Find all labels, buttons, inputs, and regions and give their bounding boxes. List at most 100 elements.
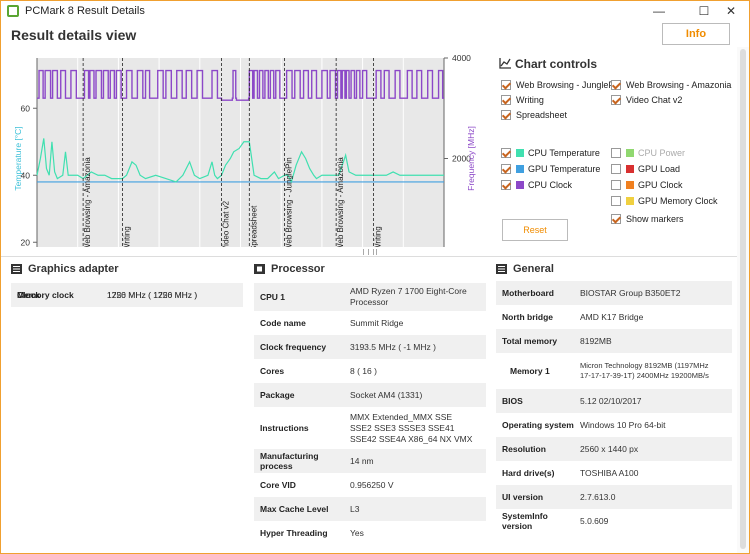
checkbox-box[interactable] xyxy=(501,180,511,190)
vertical-scrollbar[interactable] xyxy=(737,47,749,553)
info-value: AMD K17 Bridge xyxy=(580,311,644,322)
checkbox-cpu-clock[interactable]: CPU Clock xyxy=(501,180,572,190)
checkbox-label: GPU Memory Clock xyxy=(638,196,718,206)
workload-marker-label: Web Browsing - Amazonia xyxy=(83,157,92,247)
checkbox-gpu-temperature[interactable]: GPU Temperature xyxy=(501,164,600,174)
legend-swatch xyxy=(516,181,524,189)
info-row: Hyper Threading Yes xyxy=(254,521,486,545)
info-key: Core VID xyxy=(260,480,296,490)
info-value: 8192MB xyxy=(580,335,612,346)
info-value: 1750 MHz ( 1750 MHz ) xyxy=(107,289,198,300)
reset-button[interactable]: Reset xyxy=(502,219,568,241)
processor-title: Processor xyxy=(254,263,325,275)
checkbox-gpu-memory-clock[interactable]: GPU Memory Clock xyxy=(611,196,718,206)
checkbox-box[interactable] xyxy=(611,80,621,90)
legend-swatch xyxy=(516,165,524,173)
info-key: Clock frequency xyxy=(260,342,327,352)
maximize-button[interactable]: ☐ xyxy=(698,4,710,18)
workload-marker-label: Spreadsheet xyxy=(249,205,258,247)
info-value: Windows 10 Pro 64-bit xyxy=(580,419,666,430)
info-key: UI version xyxy=(502,492,544,502)
checkbox-gpu-load[interactable]: GPU Load xyxy=(611,164,680,174)
general-title: General xyxy=(496,263,554,275)
checkbox-cpu-temperature[interactable]: CPU Temperature xyxy=(501,148,600,158)
checkbox-video-chat[interactable]: Video Chat v2 xyxy=(611,95,682,105)
checkbox-box[interactable] xyxy=(611,196,621,206)
info-value: 5.12 02/10/2017 xyxy=(580,395,642,406)
info-key: Cores xyxy=(260,366,285,376)
info-key: Hyper Threading xyxy=(260,528,328,538)
panel-splitter[interactable] xyxy=(1,247,737,257)
window-title: PCMark 8 Result Details xyxy=(25,5,145,17)
y-left-tick-label: 40 xyxy=(21,170,31,180)
checkbox-box[interactable] xyxy=(501,164,511,174)
checkbox-gpu-clock[interactable]: GPU Clock xyxy=(611,180,683,190)
info-key: SystemInfo version xyxy=(502,511,548,531)
checkbox-box[interactable] xyxy=(611,164,621,174)
checkbox-web-browsing-amazonia[interactable]: Web Browsing - Amazonia xyxy=(611,80,731,90)
splitter-grip-icon[interactable] xyxy=(363,249,377,255)
checkbox-box[interactable] xyxy=(611,148,621,158)
info-key: Max Cache Level xyxy=(260,504,329,514)
info-value: 3193.5 MHz ( -1 MHz ) xyxy=(350,341,436,352)
workload-marker-label: Video Chat v2 xyxy=(222,200,231,247)
info-key: CPU 1 xyxy=(260,292,286,302)
chart-line-icon xyxy=(499,58,511,69)
info-key: Instructions xyxy=(260,423,309,433)
section-title-text: Processor xyxy=(271,263,325,275)
info-key: Memory clock xyxy=(17,290,74,300)
checkbox-box[interactable] xyxy=(501,80,511,90)
info-value: Summit Ridge xyxy=(350,317,404,328)
cpu-icon xyxy=(254,264,265,274)
info-key: Manufacturing process xyxy=(260,451,319,471)
minimize-button[interactable]: — xyxy=(653,4,665,18)
info-row: UI version 2.7.613.0 xyxy=(496,485,732,509)
info-row: Instructions MMX Extended_MMX SSE SSE2 SS… xyxy=(254,407,486,449)
checkbox-cpu-power[interactable]: CPU Power xyxy=(611,148,685,158)
checkbox-label: Video Chat v2 xyxy=(626,95,683,105)
info-row: CPU 1 AMD Ryzen 7 1700 Eight-Core Process… xyxy=(254,283,486,311)
checkbox-label: CPU Clock xyxy=(528,180,573,190)
checkbox-box[interactable] xyxy=(611,95,621,105)
checkbox-box[interactable] xyxy=(611,214,621,224)
title-bar[interactable]: PCMark 8 Result Details — ☐ ✕ xyxy=(1,1,749,21)
info-button[interactable]: Info xyxy=(662,23,730,45)
info-value: Micron Technology 8192MB (1197MHz 17-17-… xyxy=(580,361,709,380)
page-title: Result details view xyxy=(11,27,137,43)
checkbox-show-markers[interactable]: Show markers xyxy=(611,214,684,224)
info-key: Hard drive(s) xyxy=(502,468,555,478)
info-key: Code name xyxy=(260,318,306,328)
checkbox-label: Web Browsing - JunglePin xyxy=(516,80,622,90)
info-row: Code name Summit Ridge xyxy=(254,311,486,335)
section-title-text: Graphics adapter xyxy=(28,263,119,275)
checkbox-box[interactable] xyxy=(501,110,511,120)
scrollbar-thumb[interactable] xyxy=(740,49,746,549)
checkbox-box[interactable] xyxy=(501,95,511,105)
cpu-clock-series-line xyxy=(37,69,444,101)
info-row: Hard drive(s) TOSHIBA A100 xyxy=(496,461,732,485)
checkbox-box[interactable] xyxy=(501,148,511,158)
cpu-temperature-series-line xyxy=(36,138,444,184)
workload-marker-label: Web Browsing - Amazonia xyxy=(336,157,345,247)
monitoring-chart[interactable]: 1:002:003:004:005:006:007:008:009:0010:0… xyxy=(1,47,497,247)
info-row: Package Socket AM4 (1331) xyxy=(254,383,486,407)
checkbox-label: Show markers xyxy=(626,214,684,224)
legend-swatch xyxy=(626,149,634,157)
checkbox-spreadsheet[interactable]: Spreadsheet xyxy=(501,110,567,120)
checkbox-label: Spreadsheet xyxy=(516,110,568,120)
close-button[interactable]: ✕ xyxy=(725,4,737,18)
checkbox-web-browsing-junglepin[interactable]: Web Browsing - JunglePin xyxy=(501,80,621,90)
checkbox-box[interactable] xyxy=(611,180,621,190)
info-row: Core VID 0.956250 V xyxy=(254,473,486,497)
graphics-adapter-title: Graphics adapter xyxy=(11,263,118,275)
info-value: Socket AM4 (1331) xyxy=(350,389,423,400)
info-row: Clock 1226 MHz ( 1226 MHz ) xyxy=(11,283,243,307)
info-row: Clock frequency 3193.5 MHz ( -1 MHz ) xyxy=(254,335,486,359)
info-value: 8 ( 16 ) xyxy=(350,365,377,376)
info-key: Clock xyxy=(17,290,41,300)
info-row: Resolution 2560 x 1440 px xyxy=(496,437,732,461)
info-key: Total memory xyxy=(502,336,558,346)
list-icon xyxy=(496,264,507,274)
checkbox-writing[interactable]: Writing xyxy=(501,95,544,105)
